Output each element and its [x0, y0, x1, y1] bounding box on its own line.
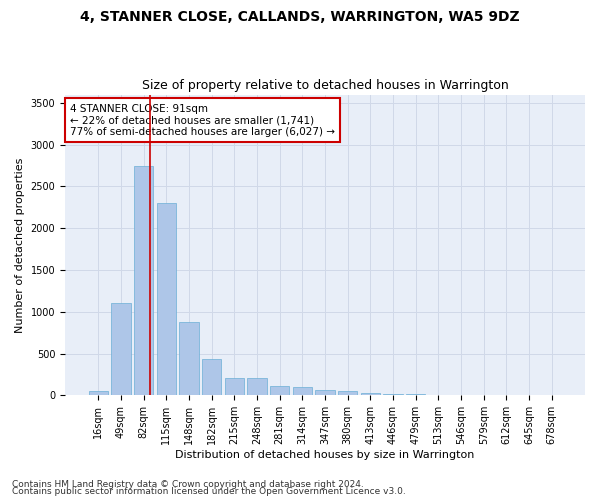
- Title: Size of property relative to detached houses in Warrington: Size of property relative to detached ho…: [142, 79, 508, 92]
- Bar: [224, 378, 244, 396]
- Bar: [338, 391, 358, 396]
- Bar: [202, 360, 221, 396]
- X-axis label: Distribution of detached houses by size in Warrington: Distribution of detached houses by size …: [175, 450, 475, 460]
- Bar: [89, 391, 108, 396]
- Bar: [316, 390, 335, 396]
- Bar: [112, 304, 131, 396]
- Bar: [247, 378, 266, 396]
- Bar: [134, 166, 153, 396]
- Bar: [406, 394, 425, 396]
- Bar: [157, 203, 176, 396]
- Text: Contains HM Land Registry data © Crown copyright and database right 2024.: Contains HM Land Registry data © Crown c…: [12, 480, 364, 489]
- Bar: [270, 386, 289, 396]
- Text: 4, STANNER CLOSE, CALLANDS, WARRINGTON, WA5 9DZ: 4, STANNER CLOSE, CALLANDS, WARRINGTON, …: [80, 10, 520, 24]
- Bar: [383, 394, 403, 396]
- Bar: [293, 387, 312, 396]
- Bar: [429, 394, 448, 396]
- Bar: [179, 322, 199, 396]
- Y-axis label: Number of detached properties: Number of detached properties: [15, 158, 25, 332]
- Text: 4 STANNER CLOSE: 91sqm
← 22% of detached houses are smaller (1,741)
77% of semi-: 4 STANNER CLOSE: 91sqm ← 22% of detached…: [70, 104, 335, 137]
- Bar: [361, 393, 380, 396]
- Text: Contains public sector information licensed under the Open Government Licence v3: Contains public sector information licen…: [12, 487, 406, 496]
